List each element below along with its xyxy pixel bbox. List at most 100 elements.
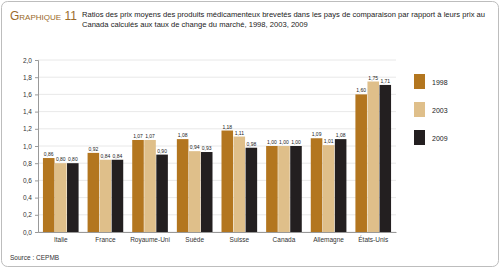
legend-item: 2003: [414, 102, 448, 117]
bar: [55, 163, 67, 232]
y-axis: 0,0 0,2 0,4 0,6 0,8 1,0 1,2 1,4 1,6 1,8 2,0: [23, 57, 39, 236]
data-label: 1,60: [356, 87, 366, 93]
y-tick: 0,0: [23, 229, 38, 236]
y-tick-label: 1,6: [23, 91, 32, 98]
y-tick: 1,0: [23, 143, 38, 150]
y-tick-mark: [35, 232, 38, 233]
data-label: 1,11: [235, 130, 245, 136]
data-label: 1,00: [267, 139, 277, 145]
data-label: 1,18: [222, 124, 232, 130]
x-tick-label: Allemagne: [313, 236, 344, 244]
grid-line: [38, 128, 396, 129]
bar: [221, 131, 233, 232]
y-tick-label: 0,0: [23, 229, 32, 236]
bars: [43, 82, 391, 233]
bar: [355, 94, 367, 232]
x-tick: France: [95, 232, 116, 243]
legend-swatch: [414, 74, 425, 89]
x-tick: Royaume-Uni: [130, 232, 170, 244]
bar: [132, 140, 144, 232]
legend-swatch: [414, 102, 425, 117]
subtitle: Ratios des prix moyens des produits médi…: [82, 10, 485, 29]
x-tick: Italie: [54, 232, 68, 243]
bar: [177, 139, 189, 232]
data-label: 1,09: [312, 131, 322, 137]
y-tick-label: 0,8: [23, 160, 32, 167]
y-tick: 0,4: [23, 194, 38, 201]
y-tick: 1,2: [23, 125, 38, 132]
data-label: 1,00: [279, 139, 289, 145]
data-label: 0,90: [157, 148, 167, 154]
data-label: 0,86: [44, 151, 54, 157]
data-label: 1,07: [145, 133, 155, 139]
legend-item: 1998: [414, 74, 448, 89]
data-label: 0,94: [190, 144, 200, 150]
title: Graphique 11: [10, 9, 77, 23]
bar: [335, 139, 347, 232]
x-tick: Allemagne: [313, 232, 344, 244]
bar: [367, 82, 379, 233]
y-tick-label: 0,4: [23, 194, 32, 201]
bar: [234, 137, 246, 232]
bar: [311, 138, 323, 232]
y-tick-mark: [35, 146, 38, 147]
data-label: 0,92: [88, 146, 98, 152]
bar: [278, 146, 290, 232]
x-axis-line: [39, 232, 397, 233]
grid-line: [38, 77, 396, 78]
bar: [144, 140, 156, 232]
data-label: 1,08: [178, 132, 188, 138]
y-tick-mark: [35, 77, 38, 78]
y-tick: 0,6: [23, 177, 38, 184]
x-tick-label: France: [95, 236, 116, 243]
grid-line: [38, 111, 396, 112]
legend-label: 2009: [432, 135, 448, 142]
y-tick: 1,4: [23, 108, 38, 115]
y-tick-label: 1,8: [23, 74, 32, 81]
y-tick-mark: [35, 60, 38, 61]
x-tick: États-Unis: [358, 232, 389, 243]
x-tick-label: Royaume-Uni: [130, 236, 170, 244]
data-label: 1,01: [324, 138, 334, 144]
data-label: 0,98: [246, 141, 256, 147]
legend-label: 1998: [432, 79, 448, 86]
legend: 1998 2003 2009: [414, 74, 448, 145]
grid: [38, 60, 396, 232]
y-tick: 0,2: [23, 211, 38, 218]
data-label: 1,71: [380, 78, 390, 84]
y-tick-mark: [35, 180, 38, 181]
data-labels: 0,86 0,92 1,07 1,08 1,18 1,00 1,09 1,60 0,80 0,84…: [44, 75, 391, 163]
x-tick-label: Suède: [185, 236, 204, 243]
y-tick-mark: [35, 163, 38, 164]
x-tick-label: Canada: [273, 236, 296, 243]
x-axis: Italie France Royaume-Uni Suède Suisse Canada…: [39, 232, 397, 244]
chart: Graphique 11 Ratios des prix moyens des p…: [0, 0, 500, 268]
y-tick: 2,0: [23, 57, 38, 64]
bar: [246, 148, 258, 232]
bar: [112, 160, 124, 232]
y-tick-label: 1,4: [23, 108, 32, 115]
data-label: 0,84: [101, 153, 111, 159]
y-tick-label: 2,0: [23, 57, 32, 64]
data-label: 1,00: [291, 139, 301, 145]
bar: [67, 163, 79, 232]
bar: [323, 145, 335, 232]
x-tick-label: États-Unis: [358, 235, 389, 243]
y-tick: 0,8: [23, 160, 38, 167]
grid-line: [38, 60, 396, 61]
source: Source : CEPMB: [10, 254, 59, 261]
y-tick-mark: [35, 198, 38, 199]
legend-swatch: [414, 130, 425, 145]
bar: [100, 160, 112, 232]
x-tick-label: Italie: [54, 236, 68, 243]
data-label: 0,80: [56, 156, 66, 162]
grid-line: [38, 94, 396, 95]
bar: [156, 155, 168, 232]
bar: [189, 151, 201, 232]
frame: [2, 2, 499, 267]
bar: [290, 146, 302, 232]
bar: [266, 146, 278, 232]
data-label: 1,75: [368, 75, 378, 81]
y-tick-mark: [35, 94, 38, 95]
x-tick: Suisse: [230, 232, 250, 243]
